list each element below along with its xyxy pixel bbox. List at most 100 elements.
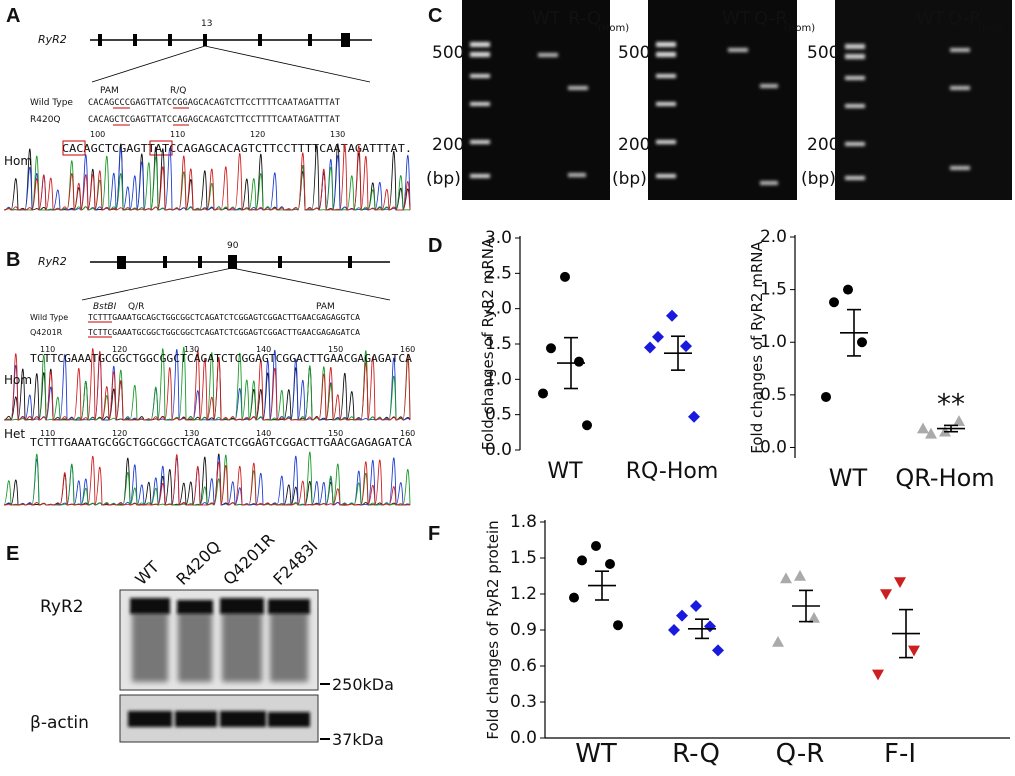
panel-label: E — [6, 543, 19, 565]
error-bar — [595, 570, 609, 601]
data-point — [872, 669, 884, 681]
protein-label: RyR2 — [40, 597, 84, 617]
x-tick-label: F-I — [884, 739, 916, 769]
y-tick-label: 1.5 — [760, 280, 787, 300]
data-point — [843, 284, 853, 295]
chromatogram-trace — [3, 348, 411, 421]
data-point — [772, 636, 784, 647]
enzyme-label: BstBI — [93, 302, 117, 312]
error-bar — [944, 424, 958, 433]
y-tick-label: 1.0 — [485, 369, 512, 389]
chromatogram-trace — [3, 346, 411, 421]
position-number: 130 — [184, 345, 199, 354]
y-axis-title: Fold changes of RyR2 mRNA — [748, 241, 766, 454]
lane-sub: (Het) — [978, 23, 1003, 34]
error-bar — [564, 336, 578, 390]
y-axis-title: Fold changes of RyR2 mRNA — [479, 237, 497, 450]
gene-diagram — [81, 255, 391, 301]
lane-label: WT — [131, 557, 163, 589]
sequence: TCTTCGAAATGCGGCTGGCGGCTCAGATCTCGGAGTCGGA… — [88, 328, 360, 337]
data-point — [808, 612, 820, 623]
lane-label: R-Q — [568, 8, 601, 29]
data-point — [546, 343, 556, 354]
y-tick-label: 0.6 — [510, 656, 537, 676]
data-point — [880, 589, 892, 600]
position-number: 150 — [328, 345, 343, 354]
position-number: 110 — [40, 429, 55, 438]
pam-label: PAM — [100, 86, 119, 96]
size-label: 250kDa — [332, 675, 394, 694]
row-label: Q4201R — [30, 328, 63, 337]
lane-label: WT — [722, 8, 752, 29]
data-point — [652, 330, 664, 343]
data-point — [591, 541, 601, 551]
position-number: 120 — [112, 429, 127, 438]
chromatogram-trace — [3, 453, 411, 506]
position-number: 100 — [90, 130, 105, 139]
data-point — [780, 572, 792, 584]
y-tick-label: 2.0 — [485, 299, 512, 319]
data-point — [953, 415, 965, 426]
exon-number: 90 — [227, 241, 239, 251]
data-point — [894, 577, 906, 588]
position-number: 120 — [112, 345, 127, 354]
data-point — [574, 356, 584, 367]
position-number: 140 — [256, 345, 271, 354]
panel-label: A — [6, 5, 20, 27]
gene-name: RyR2 — [38, 255, 67, 268]
trace-sequence: TCTTCGAAATGCGGCTGGCGGCTCAGATCTCGGAGTCGGA… — [30, 352, 412, 365]
annotation: ** — [937, 387, 965, 420]
data-point — [688, 410, 700, 423]
position-number: 130 — [184, 429, 199, 438]
error-bar — [899, 608, 913, 659]
track-label: Hom — [4, 154, 32, 168]
y-axis-title: Fold changes of RyR2 protein — [484, 520, 502, 739]
row-label: R420Q — [30, 115, 61, 125]
data-point — [666, 309, 678, 322]
error-bar — [847, 308, 861, 357]
pam-label: PAM — [316, 302, 335, 312]
y-tick-label: 1.2 — [510, 584, 537, 604]
data-point — [680, 340, 692, 353]
error-bar — [799, 589, 813, 623]
marker-label: (bp) — [612, 169, 647, 189]
x-tick-label: WT — [575, 739, 617, 769]
data-point — [577, 555, 587, 566]
data-point — [569, 592, 579, 603]
lane-label: R420Q — [172, 537, 224, 589]
y-tick-label: 1.0 — [760, 332, 787, 352]
gene-name: RyR2 — [38, 33, 67, 46]
highlight-box — [149, 140, 173, 156]
track-label: Hom — [4, 373, 32, 387]
marker-label: 500 — [618, 43, 650, 63]
chromatogram-trace — [3, 144, 411, 211]
panel-label: C — [428, 5, 442, 27]
site-label: Q/R — [128, 302, 144, 312]
y-tick-label: 1.5 — [510, 548, 537, 568]
data-point — [690, 600, 702, 612]
marker-label: (bp) — [801, 169, 836, 189]
position-number: 160 — [400, 345, 415, 354]
position-number: 110 — [40, 345, 55, 354]
marker-label: (bp) — [426, 169, 461, 189]
x-tick-label: RQ-Hom — [626, 459, 719, 484]
y-tick-label: 0.0 — [760, 437, 787, 457]
position-number: 130 — [330, 130, 345, 139]
lane-label: WT — [532, 8, 562, 29]
position-number: 120 — [250, 130, 265, 139]
data-point — [613, 620, 623, 631]
data-point — [605, 559, 615, 569]
marker-label: 200 — [432, 135, 464, 155]
data-point — [857, 337, 867, 348]
x-tick-label: WT — [547, 459, 583, 484]
sequence: TCTTTGAAATGCAGCTGGCGGCTCAGATCTCGGAGTCGGA… — [88, 313, 360, 322]
trace-sequence: TCTTTGAAATGCGGCTGGCGGCTCAGATCTCGGAGTCGGA… — [30, 436, 412, 449]
lane-label: F2483I — [269, 537, 321, 589]
lane-label: Q-R — [948, 8, 982, 29]
panel-label: D — [428, 235, 442, 257]
lane-sub: (Hom) — [598, 23, 629, 34]
row-label: Wild Type — [30, 98, 73, 108]
data-point — [644, 341, 656, 354]
y-tick-label: 2.0 — [760, 227, 787, 247]
